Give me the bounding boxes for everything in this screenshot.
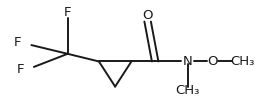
Text: CH₃: CH₃ <box>175 84 200 97</box>
Text: F: F <box>14 36 21 49</box>
Text: F: F <box>64 6 71 19</box>
Text: O: O <box>142 9 153 22</box>
Text: N: N <box>183 55 192 68</box>
Text: CH₃: CH₃ <box>230 55 255 68</box>
Text: O: O <box>207 55 218 68</box>
Text: F: F <box>17 63 24 76</box>
